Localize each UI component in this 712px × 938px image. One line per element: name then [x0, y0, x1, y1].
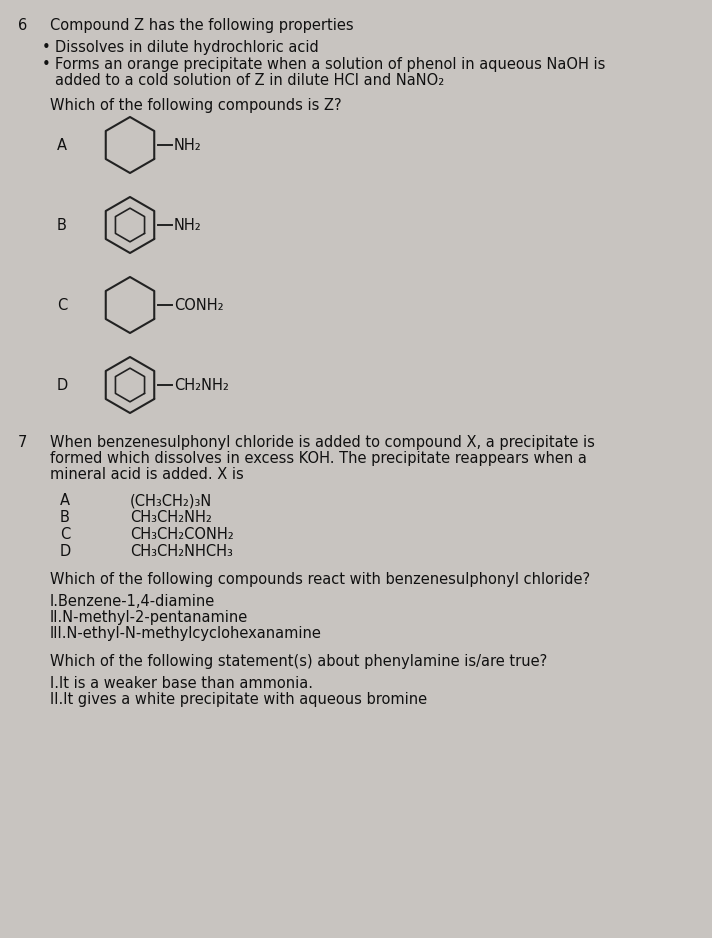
Text: NH₂: NH₂	[174, 138, 201, 153]
Text: CH₃CH₂NHCH₃: CH₃CH₂NHCH₃	[130, 544, 233, 559]
Text: B: B	[57, 218, 67, 233]
Text: 7: 7	[18, 435, 27, 450]
Text: CONH₂: CONH₂	[174, 297, 224, 312]
Text: C: C	[60, 527, 70, 542]
Text: Which of the following compounds react with benzenesulphonyl chloride?: Which of the following compounds react w…	[50, 572, 590, 587]
Text: Which of the following statement(s) about phenylamine is/are true?: Which of the following statement(s) abou…	[50, 654, 548, 669]
Text: D: D	[60, 544, 71, 559]
Text: 6: 6	[18, 18, 27, 33]
Text: Forms an orange precipitate when a solution of phenol in aqueous NaOH is: Forms an orange precipitate when a solut…	[55, 57, 605, 72]
Text: CH₂NH₂: CH₂NH₂	[174, 377, 229, 392]
Text: I.Benzene-1,4-diamine: I.Benzene-1,4-diamine	[50, 594, 215, 609]
Text: CH₃CH₂CONH₂: CH₃CH₂CONH₂	[130, 527, 234, 542]
Text: II.It gives a white precipitate with aqueous bromine: II.It gives a white precipitate with aqu…	[50, 692, 427, 707]
Text: CH₃CH₂NH₂: CH₃CH₂NH₂	[130, 510, 212, 525]
Text: B: B	[60, 510, 70, 525]
Text: added to a cold solution of Z in dilute HCI and NaNO₂: added to a cold solution of Z in dilute …	[55, 73, 444, 88]
Text: A: A	[57, 138, 67, 153]
Text: formed which dissolves in excess KOH. The precipitate reappears when a: formed which dissolves in excess KOH. Th…	[50, 451, 587, 466]
Text: I.It is a weaker base than ammonia.: I.It is a weaker base than ammonia.	[50, 676, 313, 691]
Text: Compound Z has the following properties: Compound Z has the following properties	[50, 18, 354, 33]
Text: Which of the following compounds is Z?: Which of the following compounds is Z?	[50, 98, 342, 113]
Text: NH₂: NH₂	[174, 218, 201, 233]
Text: II.N-methyl-2-pentanamine: II.N-methyl-2-pentanamine	[50, 610, 248, 625]
Text: •: •	[42, 40, 51, 55]
Text: mineral acid is added. X is: mineral acid is added. X is	[50, 467, 244, 482]
Text: Dissolves in dilute hydrochloric acid: Dissolves in dilute hydrochloric acid	[55, 40, 319, 55]
Text: III.N-ethyl-N-methylcyclohexanamine: III.N-ethyl-N-methylcyclohexanamine	[50, 626, 322, 641]
Text: •: •	[42, 57, 51, 72]
Text: C: C	[57, 297, 67, 312]
Text: A: A	[60, 493, 70, 508]
Text: (CH₃CH₂)₃N: (CH₃CH₂)₃N	[130, 493, 212, 508]
Text: When benzenesulphonyl chloride is added to compound X, a precipitate is: When benzenesulphonyl chloride is added …	[50, 435, 595, 450]
Text: D: D	[56, 377, 68, 392]
